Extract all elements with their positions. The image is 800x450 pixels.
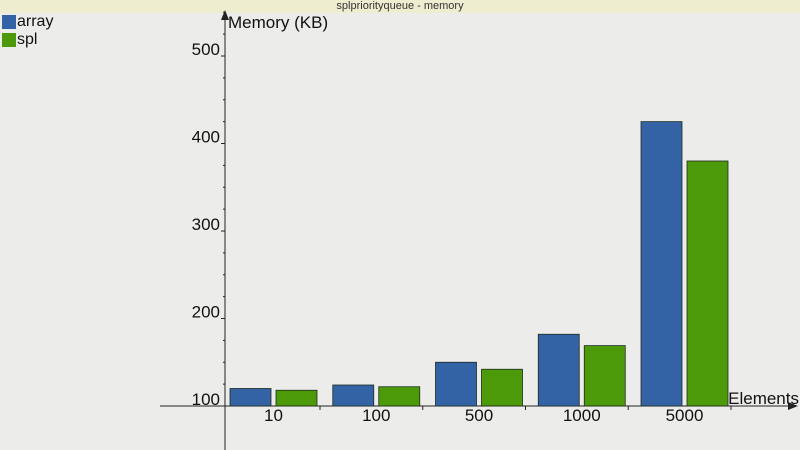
legend-item-array: array bbox=[2, 13, 53, 31]
bar-array bbox=[435, 361, 477, 407]
y-axis-arrow bbox=[221, 10, 229, 20]
y-tick-label: 300 bbox=[192, 215, 220, 234]
y-axis-label: Memory (KB) bbox=[228, 13, 328, 32]
y-tick-label: 100 bbox=[192, 390, 220, 409]
chart-labels: 100 200 300 400 500 10 100 500 1000 5000 bbox=[192, 40, 704, 425]
bar-array bbox=[229, 388, 272, 407]
legend-item-spl: spl bbox=[2, 31, 53, 49]
bar-array bbox=[640, 121, 683, 407]
y-tick-label: 200 bbox=[192, 303, 220, 322]
x-tick-label: 1000 bbox=[563, 406, 601, 425]
x-tick-label: 10 bbox=[264, 406, 283, 425]
legend-label-array: array bbox=[17, 13, 54, 30]
x-axis-arrow bbox=[788, 402, 798, 410]
bar-spl bbox=[583, 345, 626, 407]
chart-bars bbox=[229, 121, 729, 407]
legend-label-spl: spl bbox=[17, 31, 38, 48]
x-tick-label: 500 bbox=[465, 406, 493, 425]
x-tick-label: 100 bbox=[362, 406, 390, 425]
window-title: splpriorityqueue - memory bbox=[0, 0, 800, 13]
bar-spl bbox=[686, 160, 729, 407]
x-tick-label: 5000 bbox=[666, 406, 704, 425]
legend-swatch-array bbox=[2, 15, 16, 29]
bar-spl bbox=[378, 386, 421, 407]
bar-spl bbox=[275, 389, 318, 407]
y-tick-label: 500 bbox=[192, 40, 220, 59]
chart-legend: array spl bbox=[2, 13, 53, 49]
legend-swatch-spl bbox=[2, 33, 16, 47]
x-axis-label: Elements bbox=[728, 389, 799, 408]
y-tick-label: 400 bbox=[192, 128, 220, 147]
bar-spl bbox=[481, 368, 523, 407]
bar-array bbox=[537, 333, 580, 407]
bar-array bbox=[332, 384, 375, 407]
